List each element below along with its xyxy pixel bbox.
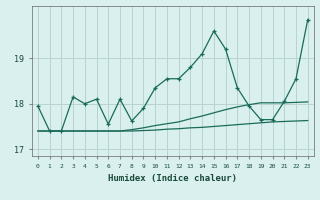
X-axis label: Humidex (Indice chaleur): Humidex (Indice chaleur) [108,174,237,183]
